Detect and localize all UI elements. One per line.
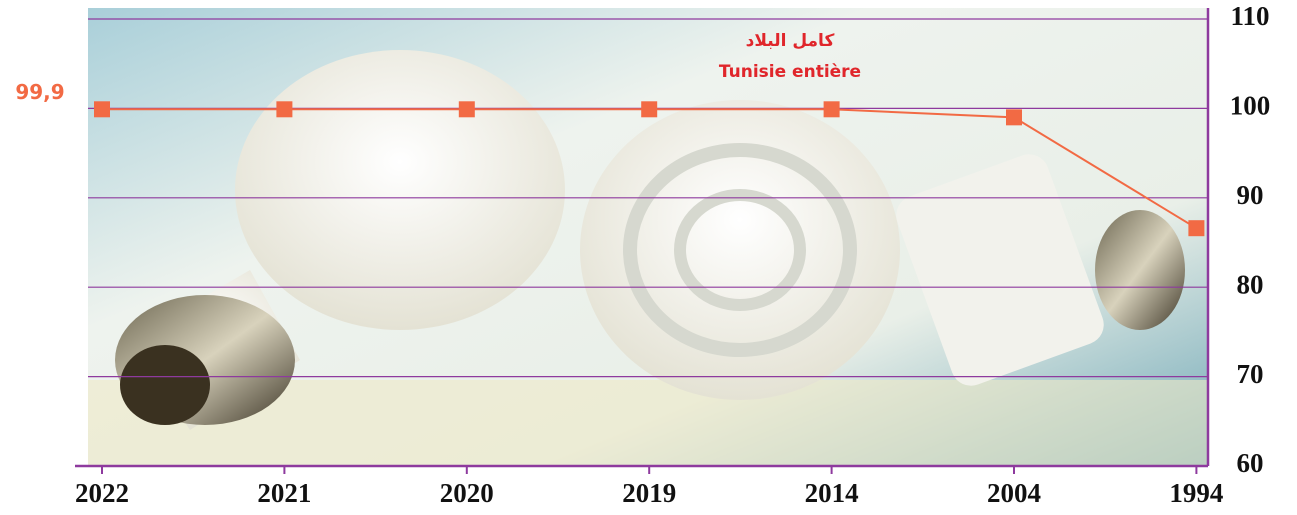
annotation: كامل البلاد [746,31,835,51]
x-tick-label: 2019 [622,478,676,508]
x-tick-label: 2020 [440,478,494,508]
marker [1006,109,1022,126]
x-tick-label: 2004 [987,478,1041,508]
marker [458,101,475,118]
y-tick-label: 80 [1237,269,1264,299]
marker [823,101,840,118]
marker [276,101,293,118]
y-tick-label: 90 [1237,180,1264,210]
y-tick-label: 100 [1230,91,1271,121]
annotation: Tunisie entière [719,62,861,82]
x-tick-label: 2014 [805,478,859,508]
background-photo [88,8,1208,466]
y-tick-label: 110 [1230,1,1269,31]
x-tick-label: 2022 [75,478,129,508]
marker [641,101,658,118]
x-tick-label: 2021 [257,478,311,508]
marker [1188,220,1205,237]
marker [94,101,110,118]
y-tick-label: 60 [1237,448,1264,478]
x-tick-label: 1994 [1169,478,1223,508]
value-label: 99,9 [15,80,64,104]
y-tick-label: 70 [1237,359,1264,389]
